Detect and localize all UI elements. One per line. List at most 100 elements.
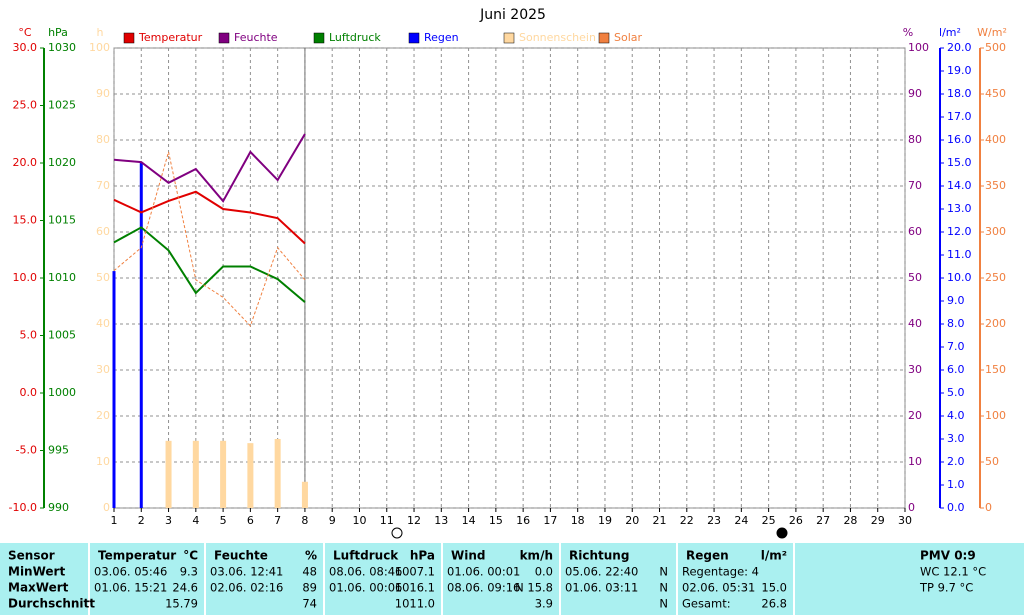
table-header: Sensor [8,549,55,563]
bar [112,271,116,508]
y-tick-label: 14.0 [947,179,972,192]
y-tick-label: 1010 [48,271,76,284]
axis-unit-label: hPa [48,26,68,39]
y-tick-label: 1020 [48,156,76,169]
x-tick-label: 23 [707,514,721,527]
table-cell: 08.06. 09:16 [447,581,520,595]
x-tick-label: 8 [301,514,308,527]
x-tick-label: 5 [220,514,227,527]
y-tick-label: 500 [985,41,1006,54]
y-tick-label: 20 [96,409,110,422]
bar [139,163,143,508]
legend-label: Sonnenschein [519,31,596,44]
table-header: Richtung [569,549,629,563]
y-tick-label: 60 [96,225,110,238]
x-tick-label: 4 [192,514,199,527]
row-label: Durchschnitt [8,597,95,611]
bar [274,439,281,508]
y-tick-label: 7.0 [947,340,965,353]
table-cell-value: 15.0 [761,581,787,595]
column-separator [793,543,795,615]
x-tick-label: 12 [407,514,421,527]
legend-swatch [123,32,135,44]
table-cell-value: 1011.0 [395,597,435,611]
column-separator [441,543,443,615]
x-tick-label: 18 [571,514,585,527]
table-cell: 08.06. 08:46 [329,565,402,579]
series-line [113,133,306,203]
x-tick-label: 7 [274,514,281,527]
axis-unit-label: h [97,26,104,39]
y-tick-label: 90 [908,87,922,100]
axis-unit-label: l/m² [939,26,961,39]
y-tick-label: 30.0 [13,41,38,54]
bar [165,440,172,508]
row-label: MaxWert [8,581,69,595]
x-tick-label: 21 [653,514,667,527]
y-tick-label: 60 [908,225,922,238]
table-cell-value: 26.8 [761,597,787,611]
table-cell: TP 9.7 °C [919,581,973,595]
column-separator [323,543,325,615]
y-tick-label: 5.0 [947,386,965,399]
legend-label: Temperatur [138,31,203,44]
y-tick-label: 70 [908,179,922,192]
table-cell-value: 24.6 [172,581,198,595]
table-cell-value: 1016.1 [395,581,435,595]
column-separator [559,543,561,615]
y-tick-label: 995 [48,444,69,457]
legend-label: Regen [424,31,459,44]
x-tick-label: 28 [843,514,857,527]
y-tick-label: 2.0 [947,455,965,468]
bar [247,443,254,508]
table-cell: Gesamt: [682,597,731,611]
y-tick-label: 11.0 [947,248,972,261]
y-tick-label: 19.0 [947,64,972,77]
y-tick-label: 100 [89,41,110,54]
column-separator [204,543,206,615]
x-tick-label: 22 [680,514,694,527]
chart-title: Juni 2025 [479,7,546,23]
table-cell-value: 0.0 [535,565,553,579]
y-tick-label: 10.0 [947,271,972,284]
y-tick-label: 0 [908,501,915,514]
y-tick-label: 1005 [48,329,76,342]
table-header: PMV 0:9 [920,549,976,563]
column-separator [88,543,90,615]
table-cell: 01.06. 03:11 [565,581,638,595]
table-header-unit: % [305,549,317,563]
x-tick-label: 9 [329,514,336,527]
y-tick-label: 6.0 [947,363,965,376]
y-tick-label: 90 [96,87,110,100]
column-separator [676,543,678,615]
table-cell-value: 9.3 [180,565,198,579]
y-tick-label: 8.0 [947,317,965,330]
x-tick-label: 16 [516,514,530,527]
y-tick-label: 30 [908,363,922,376]
y-tick-label: 200 [985,317,1006,330]
x-tick-label: 19 [598,514,612,527]
y-tick-label: 300 [985,225,1006,238]
y-tick-label: 80 [908,133,922,146]
legend-swatch [313,32,325,44]
table-cell: 02.06. 05:31 [682,581,755,595]
table-cell-value: N [659,597,668,611]
x-tick-label: 20 [625,514,639,527]
table-cell-value: 48 [302,565,317,579]
x-tick-label: 17 [543,514,557,527]
x-tick-label: 3 [165,514,172,527]
legend-label: Luftdruck [329,31,381,44]
y-tick-label: 450 [985,87,1006,100]
x-tick-label: 15 [489,514,503,527]
y-tick-label: 50 [96,271,110,284]
y-tick-label: 18.0 [947,87,972,100]
x-tick-label: 24 [734,514,748,527]
y-tick-label: 1030 [48,41,76,54]
bar [192,440,199,508]
y-tick-label: 0.0 [20,386,38,399]
y-tick-label: 9.0 [947,294,965,307]
table-cell: 03.06. 12:41 [210,565,283,579]
table-cell-value: 1007.1 [395,565,435,579]
table-header: Temperatur [98,549,176,563]
y-tick-label: 0 [103,501,110,514]
